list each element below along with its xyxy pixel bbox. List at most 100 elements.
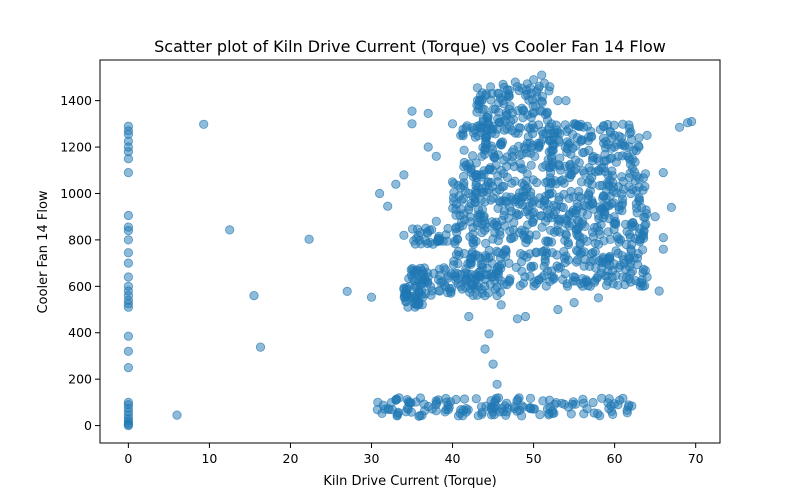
data-point	[504, 91, 514, 101]
x-tick-label: 40	[445, 451, 461, 466]
data-point	[172, 410, 182, 420]
data-point	[459, 157, 469, 168]
data-point	[484, 165, 495, 175]
data-point	[456, 130, 466, 140]
data-point	[399, 230, 409, 240]
data-point	[510, 176, 520, 186]
data-point	[505, 234, 516, 244]
data-point	[451, 250, 461, 260]
data-point	[624, 123, 635, 133]
data-point	[487, 144, 498, 154]
data-point	[495, 93, 505, 103]
data-point	[431, 216, 441, 226]
data-point	[585, 186, 595, 196]
data-point	[477, 228, 487, 238]
data-point	[468, 234, 479, 245]
data-point	[225, 225, 235, 235]
data-point	[609, 120, 619, 130]
data-point	[404, 273, 414, 284]
data-point	[499, 210, 509, 221]
data-point	[383, 201, 393, 211]
data-point	[526, 160, 536, 170]
data-point	[473, 411, 483, 421]
data-point	[414, 411, 424, 421]
data-point	[472, 83, 482, 93]
data-point	[386, 397, 397, 408]
data-point	[610, 218, 620, 228]
data-point	[613, 248, 623, 258]
data-point	[450, 269, 460, 279]
data-point	[480, 344, 490, 354]
x-tick-label: 10	[201, 451, 217, 466]
data-point	[501, 251, 511, 261]
data-point	[618, 176, 628, 187]
data-point	[342, 286, 352, 296]
data-point	[123, 346, 133, 356]
data-point	[521, 176, 531, 186]
data-point	[588, 248, 598, 258]
data-point	[543, 155, 553, 165]
data-point	[374, 188, 385, 199]
x-tick-label: 60	[607, 451, 623, 466]
data-point	[399, 284, 409, 294]
data-point	[491, 187, 501, 197]
data-point	[393, 407, 403, 417]
data-point	[123, 331, 133, 341]
data-point	[638, 264, 649, 274]
data-point	[605, 154, 615, 164]
plot-frame	[99, 59, 721, 444]
data-point	[484, 329, 494, 339]
data-point	[548, 162, 558, 172]
data-point	[574, 231, 585, 241]
data-point	[471, 394, 481, 404]
data-point	[601, 136, 611, 146]
data-point	[480, 133, 491, 143]
data-point	[509, 401, 520, 412]
data-point	[638, 233, 649, 243]
y-axis-label: Cooler Fan 14 Flow	[36, 190, 51, 313]
data-point	[618, 184, 629, 194]
data-point	[459, 209, 469, 219]
data-point	[459, 145, 469, 155]
data-point	[584, 163, 594, 173]
data-point	[563, 255, 574, 265]
data-point	[486, 410, 497, 420]
data-point	[638, 173, 649, 183]
data-point	[304, 234, 314, 244]
data-point	[464, 188, 474, 199]
data-point	[461, 264, 471, 274]
data-point	[580, 254, 590, 265]
data-point	[380, 404, 390, 414]
data-point	[569, 119, 579, 129]
data-point	[423, 272, 433, 282]
data-point	[588, 397, 598, 408]
data-point	[498, 407, 508, 417]
data-point	[572, 133, 582, 143]
data-point	[480, 290, 490, 301]
data-point	[123, 248, 133, 258]
data-point	[538, 396, 548, 406]
data-point	[408, 291, 419, 301]
data-point	[495, 287, 506, 297]
data-point	[537, 126, 547, 136]
data-point	[523, 132, 533, 142]
data-point	[407, 106, 417, 116]
data-point	[468, 128, 479, 138]
data-point	[489, 219, 499, 229]
x-tick-label: 20	[283, 451, 299, 466]
data-point	[564, 221, 574, 231]
data-point	[563, 402, 574, 412]
data-point	[491, 401, 501, 411]
data-point	[595, 411, 605, 421]
data-point	[502, 152, 512, 162]
data-point	[579, 201, 589, 211]
data-point	[123, 362, 133, 373]
data-point	[634, 142, 644, 152]
data-point	[686, 116, 697, 127]
data-point	[255, 342, 266, 352]
data-point	[123, 397, 133, 407]
y-tick-label: 1400	[60, 93, 92, 108]
data-point	[598, 193, 608, 203]
data-point	[510, 128, 520, 138]
